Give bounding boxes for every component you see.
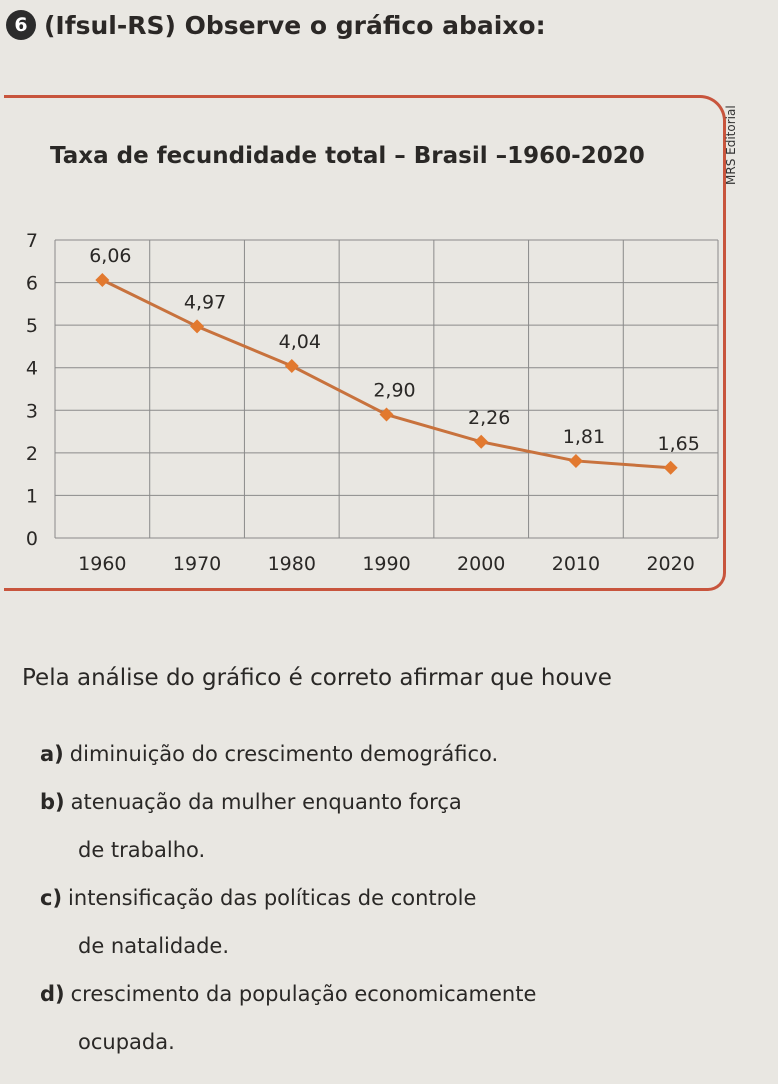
y-tick-label: 5 <box>26 315 38 337</box>
y-tick-label: 7 <box>26 230 38 252</box>
option-text-continued: de trabalho. <box>78 838 206 862</box>
option-text-continued: de natalidade. <box>78 934 229 958</box>
data-point <box>284 359 299 374</box>
data-label: 4,97 <box>184 291 226 313</box>
y-tick-label: 4 <box>26 358 38 380</box>
option-b[interactable]: b) atenuação da mulher enquanto força de … <box>40 778 740 874</box>
y-tick-label: 3 <box>26 400 38 422</box>
option-letter: d) <box>40 982 65 1006</box>
x-tick-label: 2010 <box>552 553 600 575</box>
data-label: 2,26 <box>468 407 510 429</box>
x-tick-label: 1970 <box>173 553 221 575</box>
data-point <box>190 319 205 334</box>
y-tick-label: 0 <box>26 528 38 550</box>
question-number: 6 <box>6 10 36 40</box>
y-tick-label: 6 <box>26 273 38 295</box>
data-label: 6,06 <box>89 245 131 267</box>
data-point <box>568 453 583 468</box>
question-prompt: Pela análise do gráfico é correto afirma… <box>22 665 612 691</box>
x-tick-label: 2000 <box>457 553 505 575</box>
option-c[interactable]: c) intensificação das políticas de contro… <box>40 874 740 970</box>
option-letter: a) <box>40 742 64 766</box>
data-point <box>663 460 678 475</box>
option-text: intensificação das políticas de controle <box>68 886 477 910</box>
option-letter: c) <box>40 886 63 910</box>
option-text: crescimento da população economicamente <box>70 982 537 1006</box>
option-text-continued: ocupada. <box>78 1030 175 1054</box>
data-point <box>379 407 394 422</box>
x-tick-label: 2020 <box>646 553 694 575</box>
y-tick-label: 1 <box>26 485 38 507</box>
option-d[interactable]: d) crescimento da população economicament… <box>40 970 740 1066</box>
x-tick-label: 1960 <box>78 553 126 575</box>
data-label: 2,90 <box>373 380 415 402</box>
option-a[interactable]: a) diminuição do crescimento demográfico. <box>40 730 740 778</box>
fertility-line-chart: 0 1 2 3 4 5 6 7 1960 1970 1980 1990 2000 2010 2020 6,06… <box>26 230 719 575</box>
data-point <box>95 273 110 288</box>
data-label: 1,65 <box>657 433 699 455</box>
data-label: 4,04 <box>279 331 321 353</box>
data-label: 1,81 <box>563 426 605 448</box>
option-text: atenuação da mulher enquanto força <box>70 790 462 814</box>
option-letter: b) <box>40 790 65 814</box>
chart-title: Taxa de fecundidade total – Brasil –1960… <box>50 143 645 169</box>
x-tick-label: 1990 <box>362 553 410 575</box>
data-point <box>474 434 489 449</box>
question-title: (Ifsul-RS) Observe o gráfico abaixo: <box>44 10 546 40</box>
question-header: 6 (Ifsul-RS) Observe o gráfico abaixo: <box>6 10 546 40</box>
y-tick-label: 2 <box>26 443 38 465</box>
option-text: diminuição do crescimento demográfico. <box>69 742 499 766</box>
x-tick-label: 1980 <box>268 553 316 575</box>
answer-options: a) diminuição do crescimento demográfico.… <box>40 730 740 1066</box>
chart-frame <box>4 95 726 591</box>
